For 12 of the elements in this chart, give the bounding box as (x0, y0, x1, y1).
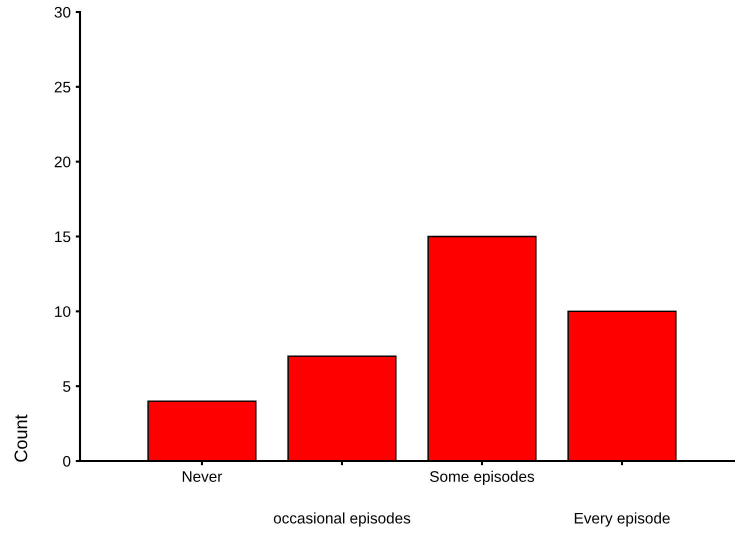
y-tick-label: 25 (54, 82, 70, 93)
y-tick-label: 10 (55, 306, 70, 318)
x-tick-label: occasional episodes (274, 512, 410, 527)
x-tick-label: Some episodes (430, 470, 534, 485)
y-tick-label: 15 (55, 232, 70, 242)
x-tick-label: Every episode (574, 512, 670, 527)
y-tick-label: 20 (54, 156, 70, 168)
y-tick-label: 5 (63, 381, 70, 392)
y-tick-label: 30 (54, 6, 70, 18)
x-tick-label: Never (182, 471, 222, 482)
y-axis-title: Count (14, 414, 28, 462)
y-tick-label: 0 (63, 456, 70, 467)
